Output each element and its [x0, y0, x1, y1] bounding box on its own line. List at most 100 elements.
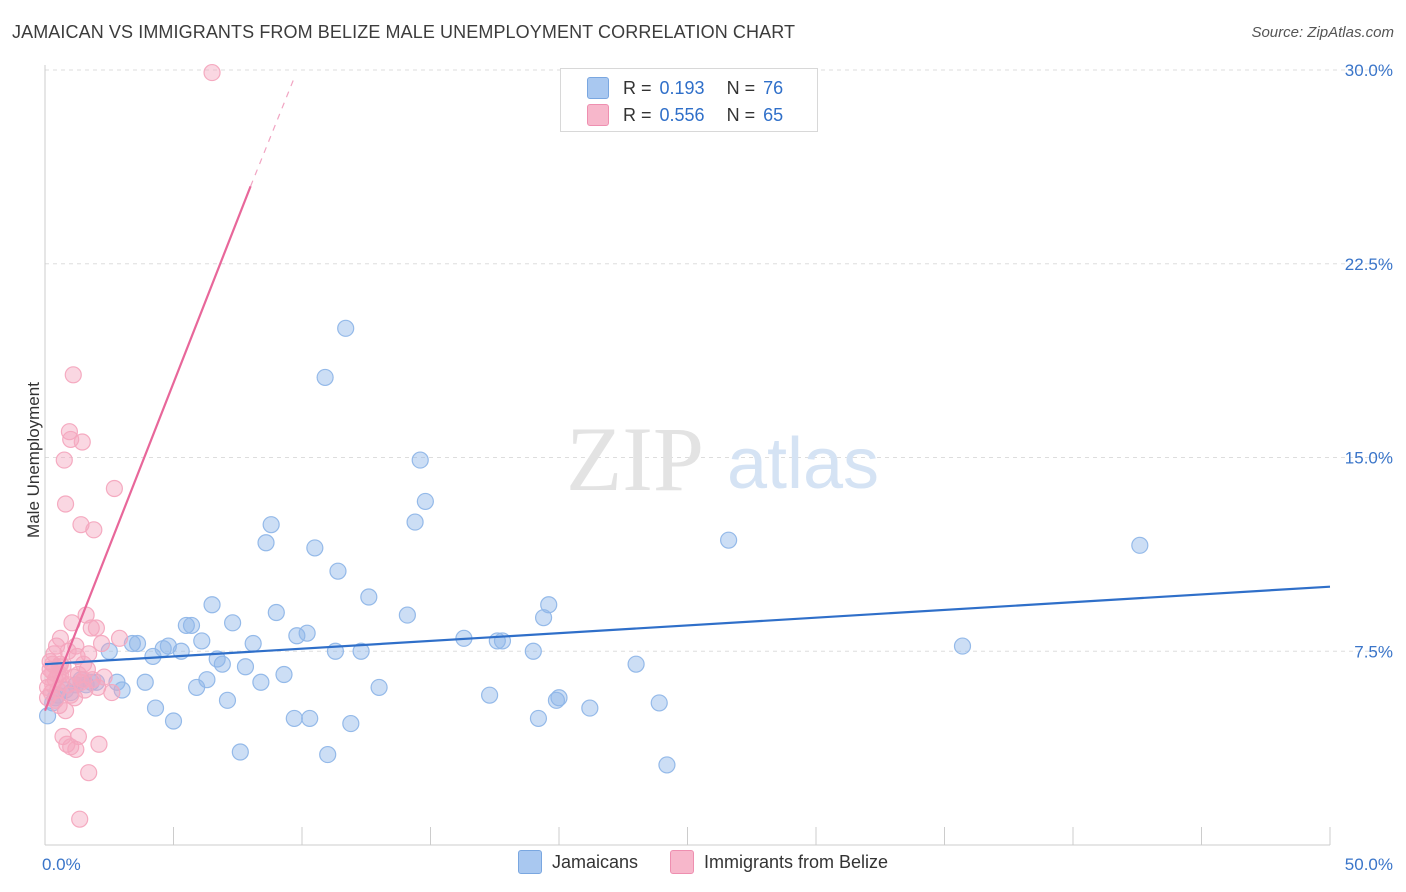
point-jamaican-67	[550, 689, 568, 707]
point-jamaican-38	[275, 665, 293, 684]
point-belize-40	[72, 516, 90, 534]
point-jamaican-70	[650, 694, 668, 712]
point-jamaican-73	[953, 637, 972, 655]
point-jamaican-45	[316, 368, 334, 387]
legend-bottom: Jamaicans Immigrants from Belize	[0, 850, 1406, 874]
point-jamaican-64	[534, 609, 553, 627]
point-jamaican-34	[244, 634, 262, 653]
tick-labels: 7.5% 15.0% 22.5% 30.0% 0.0% 50.0%	[42, 61, 1393, 874]
point-belize-47	[80, 764, 98, 782]
point-jamaican-30	[218, 691, 237, 709]
point-jamaican-57	[416, 492, 434, 511]
point-jamaican-13	[123, 634, 141, 653]
y-tick-label-0: 7.5%	[1354, 642, 1393, 661]
point-jamaican-50	[342, 714, 360, 733]
points-jamaicans	[38, 319, 1149, 774]
point-belize-22	[56, 702, 75, 720]
point-jamaican-15	[136, 673, 154, 691]
legend-n-value: 65	[763, 104, 784, 125]
y-tick-label-1: 15.0%	[1345, 449, 1393, 468]
legend-r-value: 0.193	[659, 77, 705, 98]
point-belize-54	[90, 735, 108, 753]
legend-label-jamaicans: Jamaicans	[551, 851, 638, 872]
chart-title: JAMAICAN VS IMMIGRANTS FROM BELIZE MALE …	[12, 22, 796, 42]
point-belize-4	[41, 652, 59, 671]
point-jamaican-69	[627, 655, 645, 673]
legend-n-label: N =	[726, 104, 756, 125]
point-belize-56	[95, 668, 113, 686]
y-tick-label-3: 30.0%	[1345, 61, 1393, 80]
point-belize-62	[62, 686, 80, 704]
point-jamaican-71	[658, 756, 676, 774]
point-jamaican-40	[285, 709, 303, 728]
point-jamaican-12	[113, 681, 131, 699]
trend-line-0	[44, 585, 1331, 666]
point-jamaican-23	[182, 616, 201, 635]
legend-r-value: 0.556	[659, 104, 705, 125]
point-jamaican-54	[398, 606, 416, 624]
legend-swatch-jamaicans	[517, 850, 542, 874]
point-jamaican-0	[38, 707, 57, 725]
point-belize-55	[92, 634, 111, 653]
legend-item-jamaicans: Jamaicans	[517, 850, 638, 874]
point-jamaican-43	[301, 709, 319, 728]
point-belize-52	[87, 619, 106, 637]
point-belize-49	[82, 619, 100, 637]
axes	[44, 65, 1331, 846]
point-belize-59	[110, 629, 129, 647]
legend-swatch-belize	[670, 850, 694, 874]
point-jamaican-46	[319, 745, 337, 764]
point-jamaican-51	[352, 642, 370, 660]
watermark-zip: ZIP	[566, 408, 704, 510]
point-jamaican-68	[581, 699, 599, 717]
legend-n-label: N =	[726, 77, 756, 98]
point-jamaican-27	[203, 596, 221, 614]
point-jamaican-25	[193, 632, 211, 650]
point-jamaican-59	[481, 686, 499, 704]
legend-r-label: R =	[623, 77, 652, 98]
point-jamaican-74	[1131, 536, 1149, 554]
point-jamaican-36	[257, 534, 275, 552]
point-jamaican-31	[224, 614, 242, 632]
legend-row-jamaicans: R = 0.193 N = 76	[587, 77, 783, 99]
point-belize-16	[51, 629, 70, 647]
point-jamaican-37	[262, 516, 280, 534]
legend-label-belize: Immigrants from Belize	[704, 851, 889, 872]
point-jamaican-49	[337, 319, 355, 337]
point-jamaican-62	[524, 642, 542, 660]
point-jamaican-22	[177, 616, 195, 635]
watermark-atlas: atlas	[727, 424, 879, 504]
point-jamaican-42	[298, 624, 316, 642]
gridlines	[45, 69, 1390, 652]
point-belize-51	[85, 521, 103, 539]
point-belize-38	[71, 810, 89, 828]
x-tick-label-min: 0.0%	[42, 855, 81, 874]
point-belize-41	[73, 433, 91, 451]
trend-line-1	[43, 185, 252, 712]
point-belize-48	[80, 645, 98, 663]
point-belize-20	[55, 451, 73, 469]
point-jamaican-65	[540, 596, 558, 614]
point-belize-57	[103, 683, 121, 702]
point-jamaican-32	[231, 743, 249, 761]
point-jamaican-41	[288, 627, 306, 645]
watermark: ZIP atlas	[566, 408, 879, 510]
point-jamaican-14	[128, 634, 147, 653]
point-belize-33	[67, 740, 85, 759]
point-jamaican-72	[720, 531, 738, 549]
trend-lines	[43, 77, 1331, 712]
point-jamaican-35	[252, 673, 270, 691]
points-belize	[38, 63, 221, 828]
point-jamaican-48	[329, 562, 347, 580]
x-tick-label-max: 50.0%	[1345, 855, 1393, 874]
legend-item-belize: Immigrants from Belize	[670, 850, 888, 874]
point-jamaican-29	[213, 655, 231, 673]
point-jamaican-19	[159, 637, 177, 655]
point-jamaican-33	[236, 658, 255, 676]
legend-row-belize: R = 0.556 N = 65	[587, 104, 783, 126]
point-belize-37	[69, 727, 88, 746]
legend-swatch-jamaicans	[587, 77, 609, 99]
y-tick-label-2: 22.5%	[1345, 255, 1393, 274]
point-belize-21	[56, 495, 75, 513]
